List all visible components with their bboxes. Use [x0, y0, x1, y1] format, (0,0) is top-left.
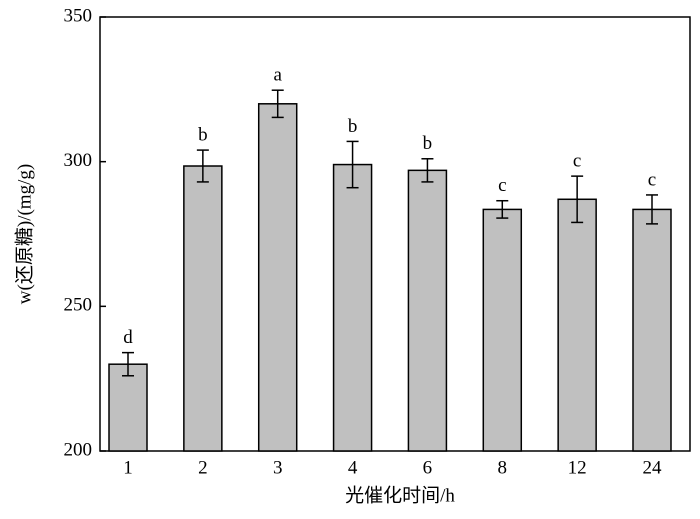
x-axis-label: 光催化时间/h — [345, 484, 455, 506]
bar — [183, 165, 223, 452]
bar — [482, 208, 523, 452]
significance-label: b — [348, 116, 358, 137]
x-tick-label: 2 — [198, 457, 208, 478]
x-tick-label: 8 — [498, 457, 508, 478]
bar — [108, 363, 148, 452]
x-tick-label: 4 — [348, 457, 358, 478]
plot-frame — [99, 16, 691, 452]
bar — [557, 198, 597, 452]
y-tick-label: 300 — [64, 150, 93, 171]
x-tick-label: 12 — [568, 457, 587, 478]
y-tick-label: 250 — [64, 295, 93, 316]
y-tick-label: 350 — [64, 5, 93, 26]
significance-label: b — [423, 133, 433, 154]
significance-label: c — [573, 150, 581, 171]
x-tick-label: 6 — [423, 457, 433, 478]
y-tick-label: 200 — [64, 439, 93, 460]
significance-label: c — [498, 175, 506, 196]
x-tick-label: 24 — [643, 457, 663, 478]
x-tick-label: 1 — [123, 457, 133, 478]
bar — [632, 208, 672, 452]
significance-label: d — [123, 327, 133, 348]
y-axis-label: w(还原糖)/(mg/g) — [13, 164, 35, 304]
significance-label: c — [648, 169, 656, 190]
significance-label: a — [273, 65, 282, 86]
significance-label: b — [198, 124, 208, 145]
x-tick-label: 3 — [273, 457, 283, 478]
bar — [257, 103, 298, 452]
bar — [332, 163, 373, 452]
bar — [407, 169, 448, 452]
